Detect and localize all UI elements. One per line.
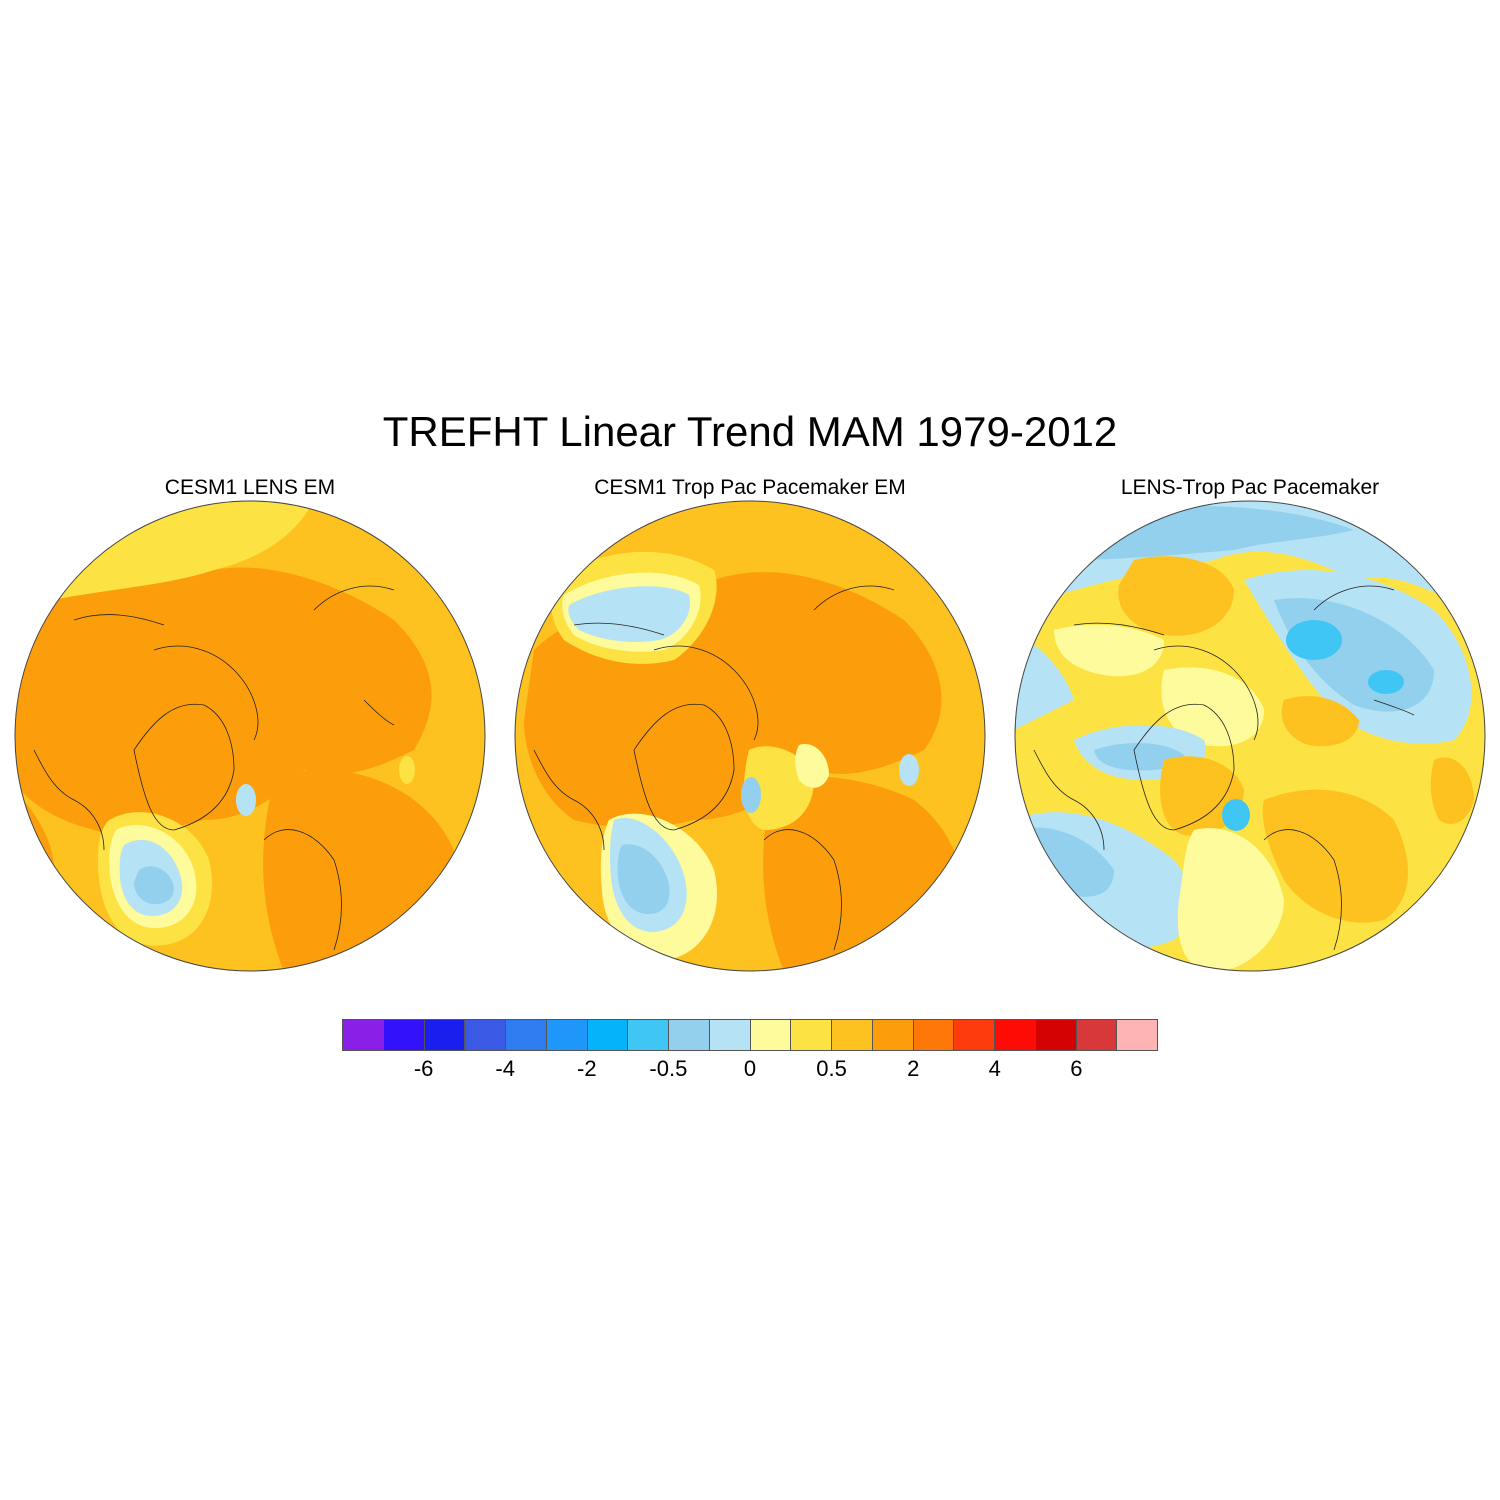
colorbar-box bbox=[424, 1020, 466, 1050]
colorbar-label: -0.5 bbox=[649, 1056, 688, 1081]
colorbar-labels: -6 -4 -2 -0.5 0 0.5 2 4 6 bbox=[342, 1056, 1158, 1086]
colorbar-box bbox=[343, 1020, 384, 1050]
colorbar-box bbox=[791, 1020, 832, 1050]
colorbar-label: 0 bbox=[743, 1056, 757, 1081]
colorbar-label: -4 bbox=[495, 1056, 515, 1081]
colorbar-label: 2 bbox=[907, 1056, 920, 1081]
colorbar-box bbox=[1035, 1020, 1077, 1050]
figure-title: TREFHT Linear Trend MAM 1979-2012 bbox=[382, 408, 1118, 455]
colorbar-box bbox=[995, 1020, 1036, 1050]
colorbar-box bbox=[872, 1020, 914, 1050]
colorbar bbox=[342, 1019, 1158, 1051]
colorbar-box bbox=[913, 1020, 955, 1050]
polar-map-difference bbox=[1014, 500, 1486, 972]
colorbar-box bbox=[669, 1020, 710, 1050]
colorbar-box bbox=[587, 1020, 629, 1050]
panel-title-lens-em: CESM1 LENS EM bbox=[164, 476, 336, 499]
colorbar-box bbox=[1117, 1020, 1157, 1050]
colorbar-box bbox=[465, 1020, 506, 1050]
polar-map-pacemaker-em bbox=[514, 500, 986, 972]
colorbar-box bbox=[750, 1020, 792, 1050]
colorbar-label: 6 bbox=[1070, 1056, 1083, 1081]
colorbar-label: -6 bbox=[413, 1056, 434, 1081]
colorbar-box bbox=[954, 1020, 995, 1050]
colorbar-box bbox=[383, 1020, 425, 1050]
colorbar-box bbox=[1076, 1020, 1118, 1050]
colorbar-box bbox=[546, 1020, 588, 1050]
polar-map-lens-em bbox=[14, 500, 486, 972]
panel-title-difference: LENS-Trop Pac Pacemaker bbox=[1120, 476, 1380, 499]
colorbar-box bbox=[709, 1020, 751, 1050]
colorbar-label: 0.5 bbox=[816, 1056, 847, 1081]
colorbar-box bbox=[506, 1020, 547, 1050]
colorbar-box bbox=[628, 1020, 669, 1050]
colorbar-label: -2 bbox=[577, 1056, 597, 1081]
panel-title-pacemaker-em: CESM1 Trop Pac Pacemaker EM bbox=[594, 476, 906, 499]
colorbar-label: 4 bbox=[988, 1056, 1001, 1081]
colorbar-box bbox=[832, 1020, 873, 1050]
